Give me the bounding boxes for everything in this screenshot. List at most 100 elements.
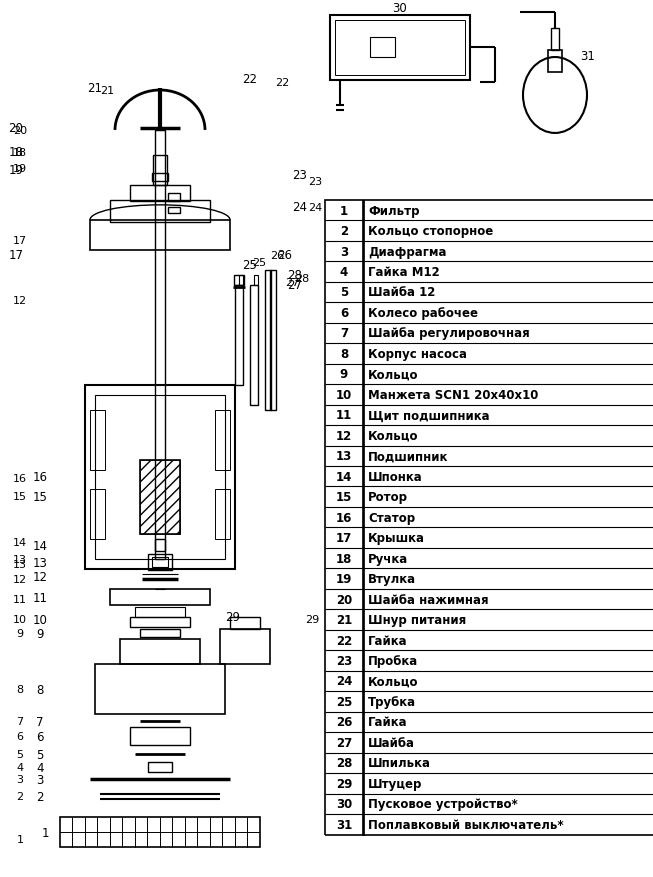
Text: 21: 21 <box>336 613 352 626</box>
Text: 11: 11 <box>13 595 27 604</box>
Text: Втулка: Втулка <box>368 573 416 586</box>
Text: Диафрагма: Диафрагма <box>368 246 447 258</box>
Bar <box>148 555 172 571</box>
Text: 28: 28 <box>295 274 310 283</box>
Text: 8: 8 <box>340 347 348 360</box>
Bar <box>230 617 260 630</box>
Text: 9: 9 <box>37 627 44 640</box>
Text: 23: 23 <box>293 169 308 182</box>
Text: 5: 5 <box>37 748 44 760</box>
Text: 4: 4 <box>340 266 348 279</box>
Text: Манжета SCN1 20х40х10: Манжета SCN1 20х40х10 <box>368 389 538 402</box>
Bar <box>335 21 465 76</box>
Text: 16: 16 <box>13 473 27 483</box>
Bar <box>60 817 260 847</box>
Text: Кольцо стопорное: Кольцо стопорное <box>368 225 493 238</box>
Text: 6: 6 <box>340 307 348 319</box>
Text: Пусковое устройство*: Пусковое устройство* <box>368 797 518 810</box>
Text: Подшипник: Подшипник <box>368 450 449 463</box>
Text: 11: 11 <box>336 409 352 422</box>
Bar <box>548 51 562 73</box>
Text: 20: 20 <box>13 125 27 136</box>
Bar <box>270 270 276 410</box>
Text: Кольцо: Кольцо <box>368 430 419 442</box>
Bar <box>235 285 243 385</box>
Bar <box>250 285 258 405</box>
Text: 19: 19 <box>13 164 27 174</box>
Text: Шайба: Шайба <box>368 736 415 749</box>
Bar <box>155 540 165 552</box>
Text: 3: 3 <box>340 246 348 258</box>
Bar <box>95 665 225 715</box>
Bar <box>152 558 168 567</box>
Text: Фильтр: Фильтр <box>368 204 419 217</box>
Text: 17: 17 <box>336 531 352 545</box>
Bar <box>110 589 210 606</box>
Text: 25: 25 <box>336 695 352 708</box>
Bar <box>148 762 172 773</box>
Text: 7: 7 <box>340 327 348 340</box>
Text: 4: 4 <box>16 762 24 773</box>
Text: 14: 14 <box>33 539 48 553</box>
Text: 10: 10 <box>336 389 352 402</box>
Text: 26: 26 <box>336 716 352 729</box>
Text: 31: 31 <box>580 49 595 62</box>
Text: Штуцер: Штуцер <box>368 777 422 790</box>
Text: 15: 15 <box>336 490 352 503</box>
Text: 18: 18 <box>13 147 27 158</box>
Text: 13: 13 <box>13 560 27 570</box>
Bar <box>152 174 168 182</box>
Text: 1: 1 <box>16 834 24 844</box>
Text: 26: 26 <box>270 251 284 260</box>
Text: 22: 22 <box>275 78 289 88</box>
Bar <box>265 270 271 410</box>
Text: 29: 29 <box>305 615 319 624</box>
Text: 19: 19 <box>336 573 352 586</box>
Text: 5: 5 <box>340 286 348 299</box>
Text: Трубка: Трубка <box>368 695 416 708</box>
Text: 21: 21 <box>88 82 103 96</box>
Text: Шнур питания: Шнур питания <box>368 613 466 626</box>
Text: 12: 12 <box>13 574 27 585</box>
Bar <box>130 186 190 202</box>
Text: Шайба регулировочная: Шайба регулировочная <box>368 327 530 340</box>
Text: 6: 6 <box>37 730 44 743</box>
Text: 3: 3 <box>37 773 44 786</box>
Text: 8: 8 <box>16 684 24 695</box>
Bar <box>215 490 230 540</box>
Text: 26: 26 <box>278 249 293 262</box>
Text: 24: 24 <box>336 674 352 688</box>
Bar <box>140 460 180 535</box>
Text: 7: 7 <box>37 715 44 728</box>
Text: 17: 17 <box>8 249 24 262</box>
Text: Колесо рабочее: Колесо рабочее <box>368 307 478 319</box>
Bar <box>325 201 653 835</box>
Text: 22: 22 <box>336 634 352 647</box>
Bar <box>330 16 470 81</box>
Text: Шпонка: Шпонка <box>368 470 422 483</box>
Bar <box>155 131 165 560</box>
Text: Гайка М12: Гайка М12 <box>368 266 439 279</box>
Text: 6: 6 <box>16 731 24 741</box>
Text: 7: 7 <box>16 717 24 726</box>
Text: 13: 13 <box>336 450 352 463</box>
Bar <box>220 630 270 665</box>
Text: Гайка: Гайка <box>368 716 407 729</box>
Bar <box>168 194 180 202</box>
Text: 22: 22 <box>242 73 257 85</box>
Bar <box>370 38 395 58</box>
Text: 13: 13 <box>33 556 48 569</box>
Text: 15: 15 <box>33 490 48 503</box>
Text: 8: 8 <box>37 683 44 696</box>
Text: 27: 27 <box>287 279 302 292</box>
Bar <box>90 410 105 470</box>
Text: Шпилька: Шпилька <box>368 757 431 769</box>
Text: 30: 30 <box>336 797 352 810</box>
Bar <box>153 156 167 186</box>
Text: 29: 29 <box>225 610 240 624</box>
Text: 24: 24 <box>293 201 308 214</box>
Text: 19: 19 <box>8 164 24 177</box>
Bar <box>234 275 244 285</box>
Text: Шайба 12: Шайба 12 <box>368 286 436 299</box>
Bar <box>168 208 180 214</box>
